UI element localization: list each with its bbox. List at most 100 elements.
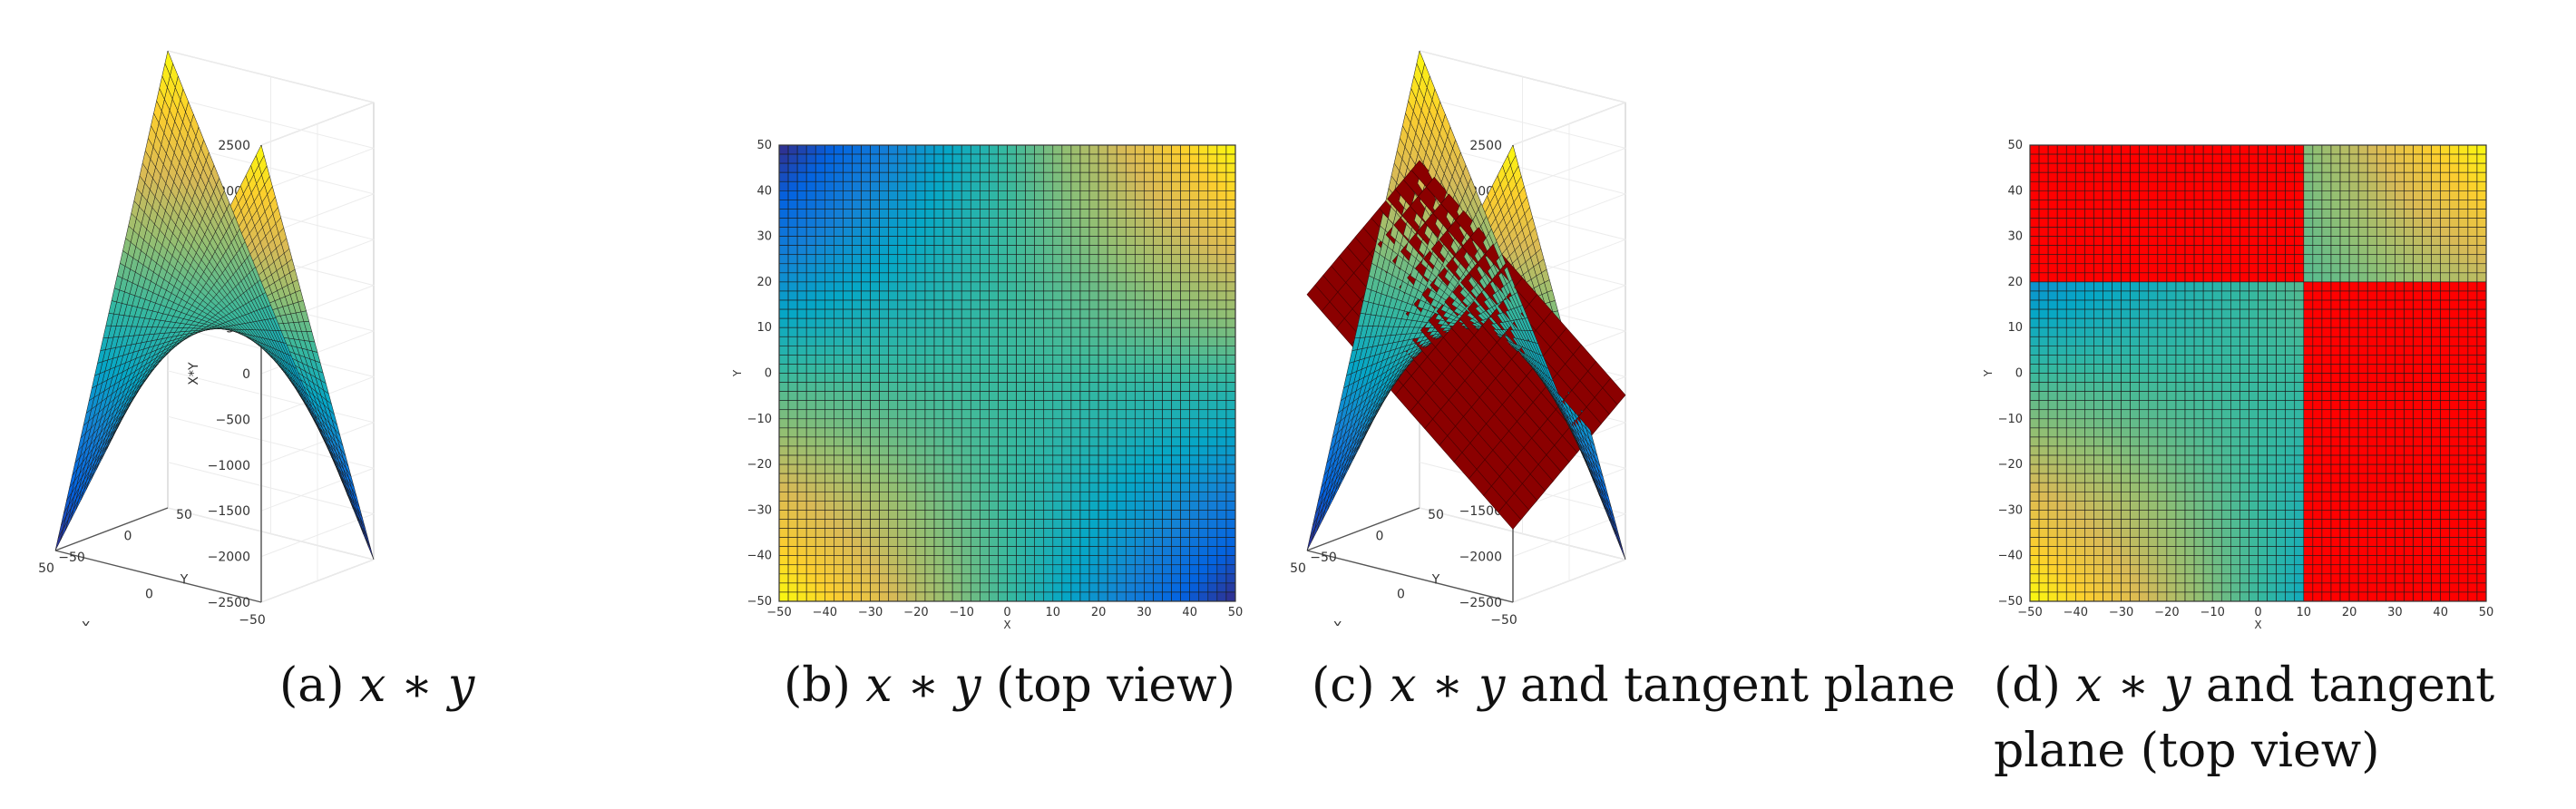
heatmap-cell <box>998 263 1008 274</box>
heatmap-cell <box>1162 491 1172 502</box>
heatmap-cell <box>970 454 981 465</box>
heatmap-cell <box>1070 510 1081 520</box>
heatmap-cell <box>1198 573 1209 584</box>
heatmap-cell <box>1098 144 1108 155</box>
heatmap-cell <box>1043 299 1054 310</box>
heatmap-cell <box>1107 171 1117 182</box>
heatmap-cell <box>897 272 908 283</box>
heatmap-cell <box>879 254 890 265</box>
heatmap-cell <box>915 528 926 538</box>
heatmap-cell <box>1225 171 1236 182</box>
heatmap-cell <box>861 400 871 411</box>
heatmap-cell <box>942 236 953 246</box>
heatmap-cell <box>951 436 962 447</box>
heatmap-cell <box>942 445 953 456</box>
heatmap-cell <box>1052 427 1063 438</box>
heatmap-cell <box>970 528 981 538</box>
heatmap-cell <box>1125 254 1136 265</box>
heatmap-cell <box>825 427 834 438</box>
heatmap-cell <box>870 528 880 538</box>
heatmap-cell <box>1198 200 1209 210</box>
heatmap-cell <box>924 218 935 228</box>
heatmap-cell <box>852 510 862 520</box>
heatmap-cell <box>1216 445 1227 456</box>
heatmap-cell <box>998 482 1008 492</box>
heatmap-cell <box>1098 299 1108 310</box>
heatmap-cell <box>1043 591 1054 602</box>
heatmap-cell <box>787 355 798 365</box>
heatmap-cell <box>870 200 880 210</box>
heatmap-cell <box>888 564 899 575</box>
heatmap-cell <box>961 537 971 547</box>
heatmap-cell <box>1162 555 1172 566</box>
heatmap-cell <box>989 564 999 575</box>
heatmap-cell <box>861 582 871 593</box>
heatmap-cell <box>924 153 935 164</box>
heatmap-cell <box>906 409 917 420</box>
heatmap-cell <box>1144 373 1154 383</box>
heatmap-cell <box>1198 519 1209 529</box>
heatmap-cell <box>1016 355 1026 365</box>
heatmap-cell <box>924 373 935 383</box>
heatmap-cell <box>980 364 990 374</box>
heatmap-cell <box>1125 281 1136 292</box>
heatmap-cell <box>1043 272 1054 283</box>
heatmap-cell <box>888 200 899 210</box>
heatmap-cell <box>1153 190 1163 200</box>
heatmap-cell <box>870 254 880 265</box>
y-tick-label: −30 <box>747 503 772 517</box>
heatmap-cell <box>897 263 908 274</box>
heatmap-cell <box>852 209 862 219</box>
heatmap-cell <box>787 180 798 191</box>
heatmap-cell <box>1061 373 1072 383</box>
heatmap-cell <box>870 281 880 292</box>
heatmap-cell <box>970 236 981 246</box>
heatmap-cell <box>1107 564 1117 575</box>
heatmap-cell <box>1198 317 1209 328</box>
heatmap-cell <box>1070 227 1081 237</box>
heatmap-cell <box>1098 382 1108 392</box>
heatmap-cell <box>834 400 844 411</box>
heatmap-cell <box>1098 200 1108 210</box>
heatmap-cell <box>951 519 962 529</box>
heatmap-cell <box>951 501 962 511</box>
heatmap-cell <box>1135 436 1145 447</box>
heatmap-cell <box>1070 436 1081 447</box>
heatmap-cell <box>1189 382 1200 392</box>
heatmap-cell <box>1025 409 1035 420</box>
heatmap-cell <box>942 528 953 538</box>
heatmap-cell <box>1116 355 1127 365</box>
heatmap-cell <box>1189 180 1200 191</box>
heatmap-cell <box>888 308 899 319</box>
heatmap-cell <box>1135 290 1145 301</box>
heatmap-cell <box>961 281 971 292</box>
heatmap-cell <box>951 582 962 593</box>
heatmap-cell <box>906 454 917 465</box>
heatmap-cell <box>1135 281 1145 292</box>
heatmap-cell <box>970 290 981 301</box>
heatmap-cell <box>861 491 871 502</box>
heatmap-cell <box>1171 364 1181 374</box>
heatmap-cell <box>961 427 971 438</box>
heatmap-cell <box>888 473 899 483</box>
heatmap-cell <box>787 218 798 228</box>
heatmap-cell <box>879 263 890 274</box>
x-axis-label: X <box>1003 619 1010 631</box>
heatmap-cell <box>970 162 981 173</box>
heatmap-cell <box>1180 317 1191 328</box>
heatmap-cell <box>1125 391 1136 401</box>
heatmap-cell <box>942 427 953 438</box>
heatmap-cell <box>1180 463 1191 474</box>
heatmap-cell <box>787 573 798 584</box>
heatmap-cell <box>1034 327 1045 337</box>
x-tick-label: −20 <box>903 606 928 619</box>
heatmap-cell <box>778 236 789 246</box>
heatmap-cell <box>1171 373 1181 383</box>
heatmap-cell <box>1198 254 1209 265</box>
heatmap-cell <box>915 180 926 191</box>
heatmap-cell <box>1153 254 1163 265</box>
grid-line <box>1419 50 1627 146</box>
heatmap-cell <box>1098 418 1108 429</box>
heatmap-cell <box>1125 564 1136 575</box>
heatmap-cell <box>1180 254 1191 265</box>
